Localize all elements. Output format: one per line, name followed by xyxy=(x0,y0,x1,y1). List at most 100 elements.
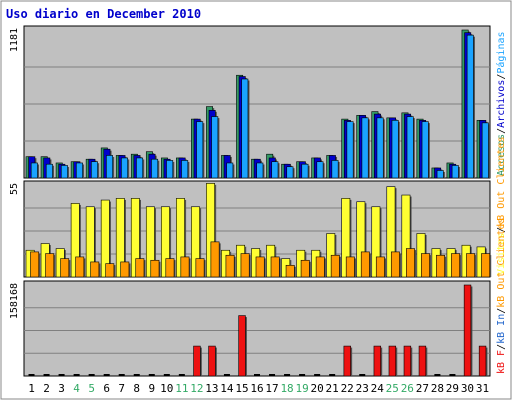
bar-bottom-kb-f-6 xyxy=(103,374,110,376)
day-label-4: 4 xyxy=(73,382,80,395)
bar-middle-kb-out-clientes-22 xyxy=(345,256,355,278)
bar-top-páginas-31 xyxy=(481,122,489,179)
bar-middle-kb-out-clientes-19 xyxy=(300,259,310,278)
bar-middle-kb-out-clientes-18 xyxy=(285,264,295,278)
bar-top-páginas-6 xyxy=(106,155,113,179)
bar-bottom-kb-f-23 xyxy=(359,374,366,376)
bar-bottom-kb-f-1 xyxy=(28,374,35,376)
bar-top-páginas-30 xyxy=(466,34,474,179)
legend-top-item-2: Archivos xyxy=(496,80,507,128)
day-label-18: 18 xyxy=(280,382,293,395)
legend-top-item-1: / xyxy=(496,128,507,134)
bar-bottom-kb-f-2 xyxy=(43,374,50,376)
day-label-29: 29 xyxy=(446,382,459,395)
bar-middle-kb-out-clientes-6 xyxy=(105,263,115,278)
legend-middle-item-0: Visitas xyxy=(496,233,507,275)
bar-middle-visitas-13 xyxy=(206,183,215,278)
bar-top-páginas-29 xyxy=(451,165,459,179)
bar-top-páginas-7 xyxy=(121,157,129,179)
day-label-15: 15 xyxy=(235,382,248,395)
bar-middle-kb-out-clientes-1 xyxy=(30,251,40,278)
bar-middle-kb-out-clientes-30 xyxy=(466,253,476,278)
ymax-label-middle: 55 xyxy=(9,183,20,195)
bar-middle-kb-out-clientes-25 xyxy=(390,251,400,278)
panel-bottom xyxy=(23,280,491,377)
bar-middle-kb-out-clientes-29 xyxy=(451,253,460,278)
legend-top-item-4: Páginas xyxy=(495,31,507,73)
bar-middle-visitas-9 xyxy=(145,206,155,278)
bar-bottom-kb-f-21 xyxy=(329,374,336,376)
bar-middle-kb-out-clientes-28 xyxy=(436,254,445,278)
bar-middle-kb-out-clientes-5 xyxy=(90,261,100,278)
legend-bottom: kB F/kB In/kB Out Clientes xyxy=(496,217,507,374)
bar-bottom-kb-f-30 xyxy=(463,284,472,377)
bar-middle-kb-out-clientes-13 xyxy=(210,241,220,278)
bar-top-páginas-27 xyxy=(421,121,429,179)
day-label-3: 3 xyxy=(58,382,65,395)
bar-top-páginas-12 xyxy=(196,121,204,179)
bar-middle-kb-out-clientes-31 xyxy=(481,253,491,278)
legend-middle: Visitas/kB Out Clientes xyxy=(496,137,507,276)
bar-middle-visitas-10 xyxy=(160,206,170,278)
day-label-21: 21 xyxy=(326,382,339,395)
chart-title: Uso diario en December 2010 xyxy=(6,7,201,21)
bar-middle-kb-out-clientes-7 xyxy=(120,261,130,278)
bar-top-páginas-23 xyxy=(361,117,369,179)
bar-top-páginas-25 xyxy=(391,120,399,179)
bar-middle-kb-out-clientes-27 xyxy=(421,253,430,278)
bar-top-páginas-16 xyxy=(256,162,264,179)
bar-middle-kb-out-clientes-26 xyxy=(406,248,415,278)
day-label-8: 8 xyxy=(133,382,140,395)
bar-middle-kb-out-clientes-17 xyxy=(270,256,280,278)
bar-middle-visitas-23 xyxy=(356,201,366,278)
bar-top-páginas-13 xyxy=(211,116,219,179)
ymax-label-bottom: 158168 xyxy=(9,283,20,319)
bar-top-páginas-1 xyxy=(30,162,38,179)
bar-top-páginas-15 xyxy=(241,78,249,179)
bar-bottom-kb-f-19 xyxy=(299,374,306,376)
day-label-25: 25 xyxy=(386,382,399,395)
legend-top: Accesos/Archivos/Páginas xyxy=(495,31,507,176)
legend-bottom-item-3: / xyxy=(496,308,507,314)
bar-top-páginas-2 xyxy=(45,163,53,179)
day-label-1: 1 xyxy=(28,382,35,395)
bar-bottom-kb-f-26 xyxy=(403,345,412,377)
bar-top-páginas-9 xyxy=(151,158,159,179)
bar-middle-visitas-7 xyxy=(115,198,125,278)
bar-top-páginas-5 xyxy=(91,161,98,179)
day-label-28: 28 xyxy=(431,382,444,395)
bar-bottom-kb-f-28 xyxy=(434,374,441,376)
bar-middle-visitas-26 xyxy=(401,194,411,278)
bar-top-páginas-10 xyxy=(166,160,174,179)
day-label-10: 10 xyxy=(160,382,173,395)
bar-bottom-kb-f-24 xyxy=(373,345,382,377)
bar-bottom-kb-f-3 xyxy=(58,374,65,376)
bar-middle-kb-out-clientes-12 xyxy=(195,258,205,278)
bar-middle-kb-out-clientes-8 xyxy=(135,258,145,278)
bar-middle-visitas-5 xyxy=(85,206,95,278)
day-label-19: 19 xyxy=(295,382,308,395)
day-label-12: 12 xyxy=(190,382,203,395)
bar-bottom-kb-f-17 xyxy=(269,374,276,376)
day-label-2: 2 xyxy=(43,382,50,395)
day-label-6: 6 xyxy=(103,382,110,395)
legend-bottom-item-0: kB F xyxy=(496,350,507,374)
day-label-20: 20 xyxy=(311,382,324,395)
bar-top-páginas-11 xyxy=(181,160,189,179)
day-label-13: 13 xyxy=(205,382,218,395)
day-label-31: 31 xyxy=(476,382,489,395)
bar-middle-visitas-4 xyxy=(70,203,80,278)
bar-bottom-kb-f-22 xyxy=(343,345,351,377)
bar-bottom-kb-f-4 xyxy=(73,374,80,376)
bar-top-páginas-20 xyxy=(316,161,324,179)
day-label-27: 27 xyxy=(416,382,429,395)
bar-top-páginas-21 xyxy=(331,160,339,179)
bar-bottom-kb-f-9 xyxy=(148,374,155,376)
bar-bottom-kb-f-5 xyxy=(88,374,95,376)
bar-middle-kb-out-clientes-4 xyxy=(75,256,85,278)
bar-top-páginas-28 xyxy=(436,170,444,179)
bar-middle-kb-out-clientes-23 xyxy=(360,251,370,278)
bar-middle-visitas-8 xyxy=(130,198,140,278)
bar-middle-kb-out-clientes-16 xyxy=(255,256,265,278)
